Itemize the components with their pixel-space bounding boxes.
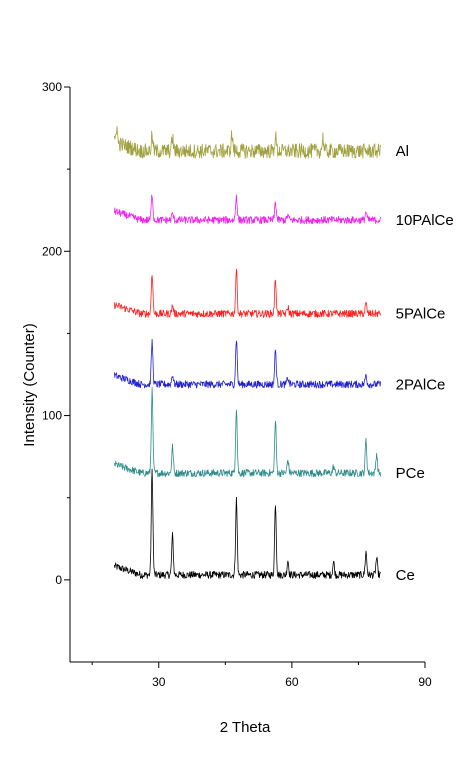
- y-tick-label: 0: [55, 573, 62, 587]
- chart-axes: 0 100 200 300 30 60 90: [42, 80, 432, 689]
- series-labels: Ce PCe 2PAlCe 5PAlCe 10PAlCe Al: [396, 143, 454, 584]
- y-axis-label: Intensity (Counter): [21, 323, 38, 446]
- y-tick-label: 100: [42, 409, 62, 423]
- series-line-ce: [113, 468, 381, 579]
- y-tick-label: 200: [42, 244, 62, 258]
- x-tick-label: 90: [418, 675, 432, 689]
- series-label-10palce: 10PAlCe: [396, 212, 454, 229]
- x-tick-label: 60: [285, 675, 299, 689]
- series-label-pce: PCe: [396, 465, 425, 482]
- x-tick-label: 30: [152, 675, 166, 689]
- series-line-al: [113, 126, 382, 159]
- series-label-5palce: 5PAlCe: [396, 306, 446, 323]
- y-tick-label: 300: [42, 80, 62, 94]
- series-line-pce: [113, 387, 382, 478]
- series-label-2palce: 2PAlCe: [396, 376, 446, 393]
- series-line-10palce: [113, 194, 382, 225]
- chart-series: [113, 126, 382, 579]
- series-label-al: Al: [396, 143, 409, 160]
- series-label-ce: Ce: [396, 567, 415, 584]
- series-line-2palce: [113, 338, 382, 389]
- x-axis-label: 2 Theta: [220, 719, 271, 736]
- series-line-5palce: [113, 268, 382, 318]
